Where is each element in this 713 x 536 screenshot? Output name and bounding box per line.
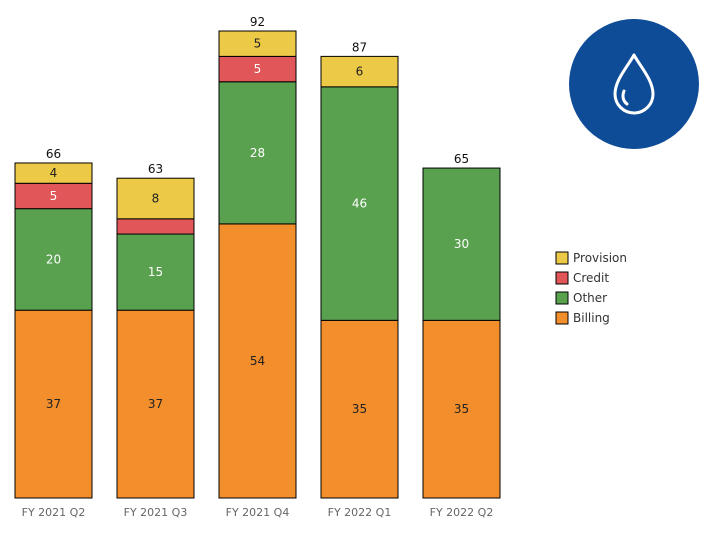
legend-swatch-billing [555,311,569,325]
data-label-provision-fy-2022-q1: 6 [356,65,364,79]
bar-other-fy-2021-q3 [116,233,195,311]
data-label-billing-fy-2021-q4: 54 [250,354,265,368]
legend-swatch-other [555,291,569,305]
data-label-other-fy-2021-q4: 28 [250,146,265,160]
logo-circle [569,19,699,149]
legend: Provision Credit Other Billing [555,251,627,325]
total-label-fy-2021-q2: 66 [46,147,61,161]
water-drop-highlight [621,89,629,106]
x-axis-ticks: FY 2021 Q2 FY 2021 Q3 FY 2021 Q4 FY 2022 Q1… [22,506,494,519]
bar-billing-fy-2021-q3 [116,309,195,499]
total-label-fy-2021-q3: 63 [148,162,163,176]
data-label-billing-fy-2022-q2: 35 [454,402,469,416]
x-tick-label-fy-2022-q1: FY 2022 Q1 [328,506,392,519]
x-tick-label-fy-2021-q2: FY 2021 Q2 [22,506,86,519]
data-label-provision-fy-2021-q3: 8 [152,192,160,206]
legend-label-billing: Billing [573,311,610,325]
data-label-other-fy-2021-q3: 15 [148,265,163,279]
bar-billing-fy-2021-q2 [14,309,93,499]
bar-billing-fy-2021-q4 [218,223,297,499]
x-tick-label-fy-2021-q3: FY 2021 Q3 [124,506,188,519]
data-label-provision-fy-2021-q4: 5 [254,37,262,51]
bar-other-fy-2021-q4 [218,81,297,225]
data-label-credit-fy-2021-q4: 5 [254,62,262,76]
water-drop-icon [613,53,655,115]
legend-swatch-provision [555,251,569,265]
x-tick-label-fy-2021-q4: FY 2021 Q4 [226,506,290,519]
bar-other-fy-2022-q1 [320,86,399,321]
legend-label-provision: Provision [573,251,627,265]
legend-label-credit: Credit [573,271,609,285]
data-label-billing-fy-2021-q2: 37 [46,397,61,411]
data-label-credit-fy-2021-q2: 5 [50,189,58,203]
data-label-billing-fy-2021-q3: 37 [148,397,163,411]
legend-swatch-credit [555,271,569,285]
bar-credit-fy-2021-q3 [116,218,195,235]
bar-provision-fy-2021-q3 [116,177,195,220]
data-label-other-fy-2022-q2: 30 [454,237,469,251]
bar-provision-fy-2021-q4 [218,30,297,57]
bar-provision-fy-2022-q1 [320,55,399,88]
water-drop-logo [569,19,699,149]
data-label-other-fy-2021-q2: 20 [46,252,61,266]
bar-other-fy-2021-q2 [14,208,93,311]
bar-other-fy-2022-q2 [422,167,501,321]
bar-provision-fy-2021-q2 [14,162,93,184]
data-label-provision-fy-2021-q2: 4 [50,166,58,180]
total-label-fy-2022-q1: 87 [352,40,367,54]
bar-billing-fy-2022-q2 [422,319,501,499]
total-label-fy-2021-q4: 92 [250,15,265,29]
data-label-other-fy-2022-q1: 46 [352,197,367,211]
legend-label-other: Other [573,291,607,305]
data-label-billing-fy-2022-q1: 35 [352,402,367,416]
total-label-fy-2022-q2: 65 [454,152,469,166]
bar-billing-fy-2022-q1 [320,319,399,499]
bar-credit-fy-2021-q4 [218,55,297,83]
x-tick-label-fy-2022-q2: FY 2022 Q2 [430,506,494,519]
